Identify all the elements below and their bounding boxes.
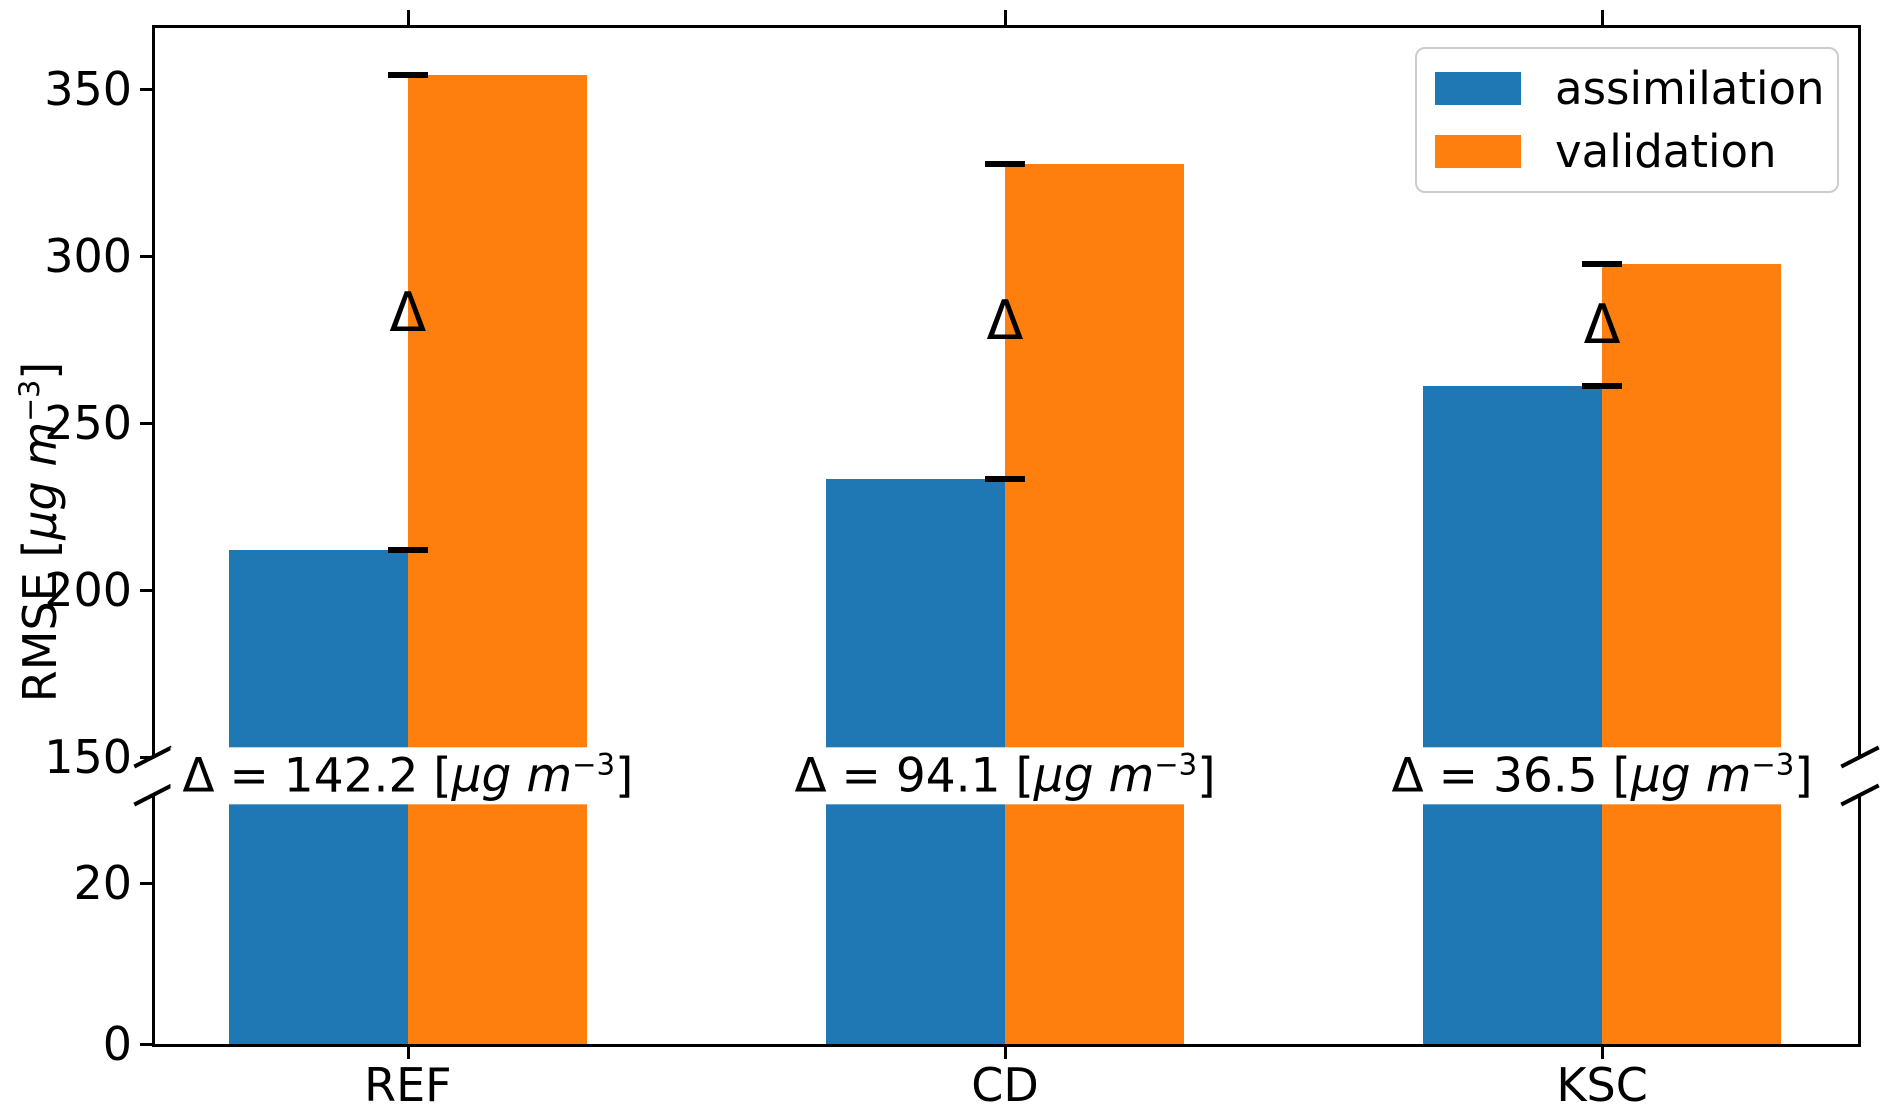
legend-row-assimilation: assimilation [1435, 66, 1837, 111]
bar-assimilation-upper [826, 478, 1005, 759]
legend-label-validation: validation [1555, 124, 1777, 178]
y-tick-label: 20 [73, 856, 132, 911]
y-tick-label: 300 [44, 228, 132, 283]
y-tick [140, 254, 152, 258]
x-tick-top [1004, 10, 1007, 25]
bar-validation-upper [1005, 164, 1184, 759]
x-tick-bottom [406, 1047, 410, 1059]
y-axis-label: RMSE [µg m−3] [13, 361, 67, 703]
bar-validation-lower [1005, 795, 1184, 1044]
delta-marker: Δ [389, 280, 427, 344]
delta-cap-assimilation [387, 547, 428, 554]
x-tick-label: KSC [1556, 1058, 1648, 1112]
x-tick-top [406, 10, 410, 25]
delta-cap-assimilation [1582, 382, 1623, 389]
right-spine-lower [1858, 795, 1861, 1044]
bottom-spine [152, 1044, 1861, 1047]
legend-swatch-assimilation [1435, 72, 1521, 106]
delta-annotation: Δ = 94.1 [µg m−3] [782, 747, 1228, 805]
legend: assimilation validation [1415, 47, 1839, 193]
right-spine-upper [1858, 25, 1861, 757]
x-tick-bottom [1004, 1047, 1007, 1059]
x-tick-label: CD [971, 1058, 1039, 1112]
delta-annotation: Δ = 36.5 [µg m−3] [1379, 747, 1825, 805]
bar-validation-lower [407, 795, 587, 1044]
bar-assimilation-upper [1423, 385, 1603, 759]
bar-validation-upper [1602, 263, 1782, 759]
bar-assimilation-upper [228, 550, 408, 759]
delta-annotation: Δ = 142.2 [µg m−3] [170, 747, 646, 805]
y-tick [140, 588, 152, 592]
y-tick [140, 1043, 152, 1046]
delta-cap-assimilation [985, 475, 1025, 482]
left-spine-upper [152, 25, 155, 757]
delta-cap-validation [387, 72, 428, 79]
left-spine-lower [152, 795, 155, 1044]
delta-marker: Δ [1583, 292, 1621, 356]
bar-assimilation-lower [1423, 795, 1603, 1044]
delta-cap-validation [1582, 260, 1623, 267]
delta-marker: Δ [986, 289, 1024, 353]
x-tick-label: REF [364, 1058, 452, 1112]
x-tick-top [1601, 10, 1605, 25]
y-tick-label: 150 [44, 730, 132, 784]
legend-row-validation: validation [1435, 129, 1837, 174]
bar-assimilation-lower [228, 795, 408, 1044]
delta-cap-validation [985, 161, 1025, 168]
y-tick [140, 882, 152, 886]
bar-validation-lower [1602, 795, 1782, 1044]
bar-validation-upper [407, 75, 587, 759]
y-tick-label: 0 [102, 1017, 132, 1071]
y-tick-label: 200 [44, 562, 132, 617]
x-tick-bottom [1601, 1047, 1605, 1059]
top-spine [152, 25, 1861, 28]
y-tick-label: 250 [44, 395, 132, 450]
legend-swatch-validation [1435, 134, 1521, 168]
y-tick-label: 350 [44, 61, 132, 116]
bar-assimilation-lower [826, 795, 1005, 1044]
y-tick [140, 421, 152, 425]
legend-label-assimilation: assimilation [1555, 62, 1825, 116]
y-tick [140, 87, 152, 91]
